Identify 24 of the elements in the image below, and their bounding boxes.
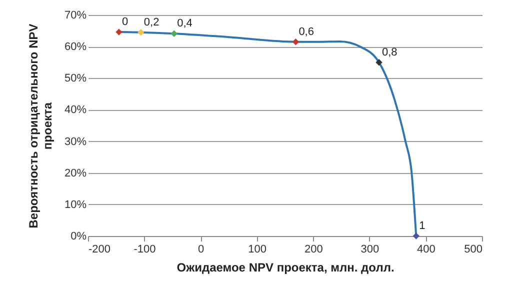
- y-tick-label: 30%: [64, 136, 87, 148]
- x-tick-label: 100: [248, 244, 267, 256]
- y-axis-title: Вероятность отрицательного NPV проекта: [26, 24, 54, 228]
- y-tick-label: 70%: [64, 10, 87, 22]
- annotation: 0,8: [382, 46, 398, 58]
- y-tick-label: 0%: [70, 230, 87, 242]
- y-tick-label: 60%: [64, 41, 87, 54]
- annotation: 0,2: [144, 16, 160, 28]
- annotation: 0,4: [177, 18, 192, 30]
- y-tick-label: 10%: [64, 198, 87, 211]
- x-tick-label: 500: [464, 244, 482, 256]
- annotation: 0,6: [298, 26, 314, 38]
- y-tick-label: 20%: [64, 167, 87, 180]
- y-tick-label: 50%: [64, 72, 87, 85]
- x-tick-label: 400: [417, 244, 436, 256]
- x-tick-label: 0: [198, 244, 204, 256]
- annotation: 1: [419, 220, 426, 232]
- x-axis-title: Ожидаемое NPV проекта, млн. долл.: [176, 260, 394, 274]
- x-tick-label: 300: [360, 244, 380, 256]
- x-tick-label: -200: [88, 244, 111, 256]
- annotation: 0: [122, 16, 128, 28]
- x-tick-label: -100: [134, 244, 156, 256]
- x-tick-label: 200: [304, 244, 323, 256]
- y-tick-label: 40%: [64, 104, 87, 116]
